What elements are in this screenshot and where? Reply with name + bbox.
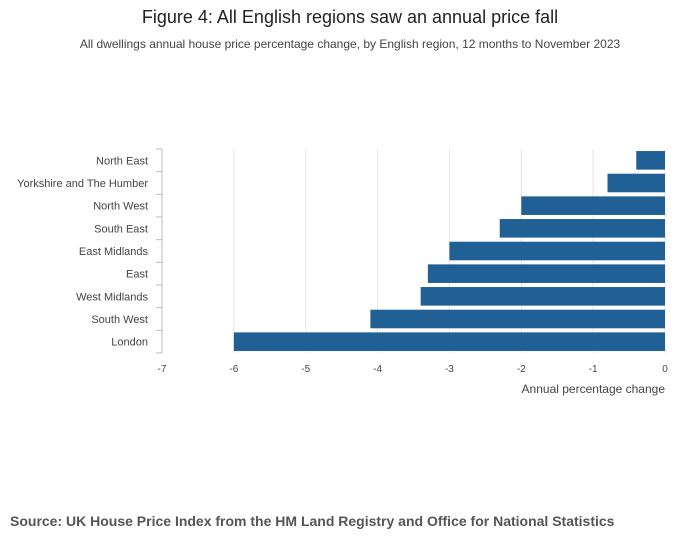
bar <box>449 241 665 261</box>
source-note: Source: UK House Price Index from the HM… <box>10 513 615 529</box>
bar <box>607 173 665 193</box>
bar <box>420 287 665 306</box>
category-label: North West <box>93 201 148 213</box>
category-label: South East <box>94 223 148 235</box>
x-tick-label: -7 <box>158 364 167 375</box>
chart-title: Figure 4: All English regions saw an ann… <box>141 7 559 27</box>
bar <box>370 309 665 329</box>
bar <box>499 219 665 238</box>
chart-subtitle: All dwellings annual house price percent… <box>79 37 621 51</box>
x-tick-label: -4 <box>373 364 382 375</box>
x-axis-ticks: -7 -6 -5 -4 -3 -2 -1 0 <box>158 364 669 375</box>
x-axis-label: Annual percentage change <box>522 382 666 396</box>
category-label: East <box>126 269 148 281</box>
category-label: South West <box>91 314 148 326</box>
category-label: London <box>111 337 148 349</box>
bars <box>233 151 665 351</box>
x-tick-label: -6 <box>229 364 238 375</box>
x-tick-label: -5 <box>301 364 310 375</box>
bar <box>521 196 665 215</box>
category-label: North East <box>96 155 148 167</box>
bar <box>636 151 665 170</box>
bar <box>427 264 665 283</box>
x-tick-label: -3 <box>445 364 454 375</box>
category-label: West Midlands <box>76 291 148 303</box>
bar <box>233 332 665 351</box>
x-tick-label: -1 <box>589 364 598 375</box>
x-tick-label: -2 <box>517 364 526 375</box>
category-label: Yorkshire and The Humber <box>17 178 148 190</box>
x-tick-label: 0 <box>662 364 668 375</box>
category-label: East Midlands <box>79 246 149 258</box>
category-labels: North East Yorkshire and The Humber North … <box>17 155 148 348</box>
